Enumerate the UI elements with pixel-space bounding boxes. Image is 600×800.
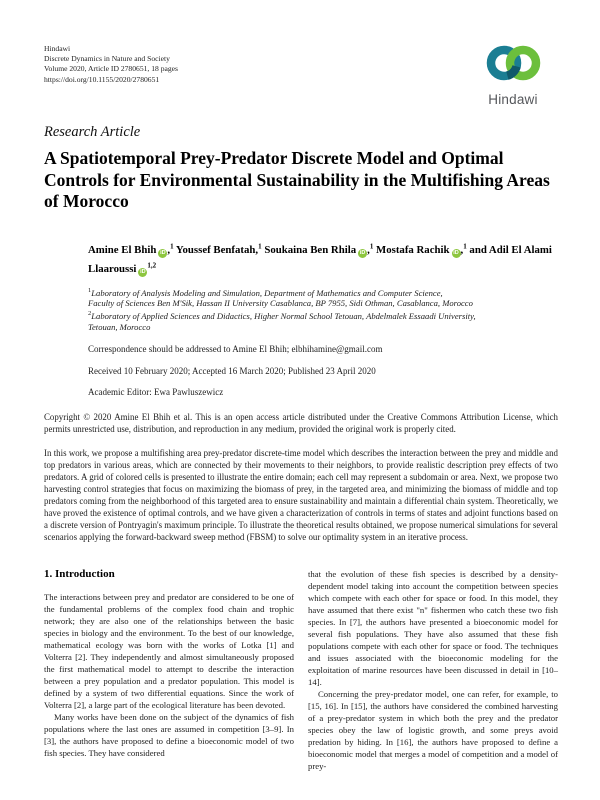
abstract-text: In this work, we propose a multifishing … [44,448,558,543]
author: Soukaina Ben Rhila iD ,1 [264,242,374,259]
editor-line: Academic Editor: Ewa Pawluszewicz [88,387,224,398]
hindawi-rings-icon [486,45,541,81]
affiliation-list: 1Laboratory of Analysis Modeling and Sim… [88,286,558,333]
publisher-name: Hindawi [44,44,71,53]
affiliation-line: 2Laboratory of Applied Sciences and Dida… [88,310,476,321]
affiliation-line: 1Laboratory of Analysis Modeling and Sim… [88,286,443,298]
body-paragraph: The interactions between prey and predat… [44,592,294,711]
article-type-label: Research Article [44,124,141,140]
body-paragraph: Concerning the prey-predator model, one … [308,689,558,772]
affiliation: 1Laboratory of Analysis Modeling and Sim… [88,286,558,309]
orcid-icon[interactable]: iD [451,249,461,259]
correspondence-line: Correspondence should be addressed to Am… [88,344,383,355]
body-paragraph: that the evolution of these fish species… [308,569,558,688]
hindawi-wordmark: Hindawi [488,92,538,107]
author: Mostafa Rachik iD ,1 [376,242,467,259]
article-title: A Spatiotemporal Prey-Predator Discrete … [44,148,550,211]
author: Amine El Bhih iD ,1 [88,242,174,259]
doi-link[interactable]: https://doi.org/10.1155/2020/2780651 [44,74,160,84]
section-heading: 1. Introduction [44,568,115,581]
right-column: that the evolution of these fish species… [308,568,558,772]
hindawi-logo: Hindawi [468,40,558,107]
affiliation: 2Laboratory of Applied Sciences and Dida… [88,309,558,332]
affiliation-line: Tetouan, Morocco [88,321,151,332]
journal-name: Discrete Dynamics in Nature and Society [44,54,170,64]
orcid-icon[interactable]: iD [138,267,148,277]
orcid-icon[interactable]: iD [358,249,368,259]
body-columns: 1. Introduction The interactions between… [44,568,558,772]
author-list: Amine El Bhih iD ,1 Youssef Benfatah,1 Sou… [88,240,558,277]
left-column: 1. Introduction The interactions between… [44,568,294,772]
author: and Adil El Alami Llaaroussi iD1,2 [88,244,552,277]
body-paragraph: Many works have been done on the subject… [44,712,294,759]
history-line: Received 10 February 2020; Accepted 16 M… [88,365,376,376]
orcid-icon[interactable]: iD [158,249,168,259]
masthead: Hindawi Discrete Dynamics in Nature and … [44,44,558,108]
copyright-text: Copyright © 2020 Amine El Bhih et al. Th… [44,412,558,435]
affiliation-line: Faculty of Sciences Ben M'Sik, Hassan II… [88,298,473,309]
volume-line: Volume 2020, Article ID 2780651, 18 page… [44,64,178,74]
journal-info: Hindawi Discrete Dynamics in Nature and … [44,44,178,85]
author: Youssef Benfatah,1 [175,242,262,257]
